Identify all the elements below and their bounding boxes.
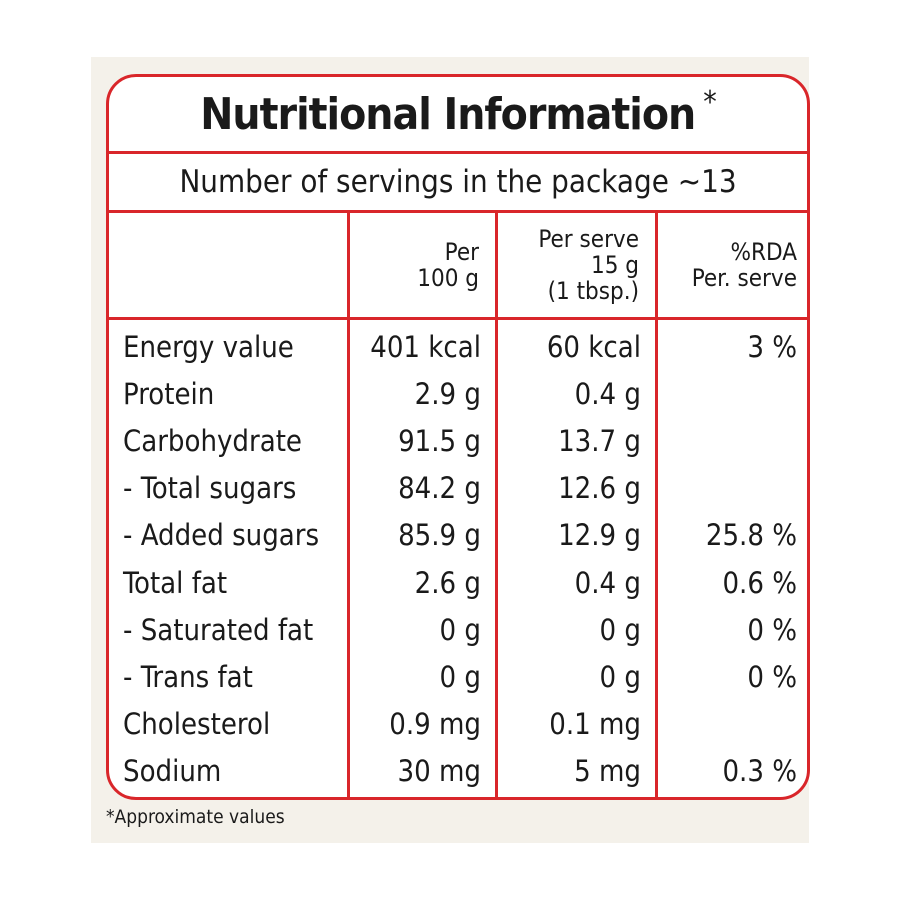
header-per-serve: Per serve 15 g (1 tbsp.) (499, 213, 639, 317)
table-row: Total fat 2.6 g 0.4 g 0.6 % (109, 559, 807, 606)
header-line: 100 g (417, 264, 479, 292)
table-row: Protein 2.9 g 0.4 g (109, 370, 807, 417)
header-line: Per serve (538, 225, 639, 253)
table-row: Carbohydrate 91.5 g 13.7 g (109, 417, 807, 464)
table-row: - Saturated fat 0 g 0 g 0 % (109, 606, 807, 653)
value-per-serve: 13.7 g (558, 423, 641, 458)
value-rda (661, 417, 797, 464)
value-per-100g: 2.9 g (414, 376, 481, 411)
table-row: Sodium 30 mg 5 mg 0.3 % (109, 748, 807, 795)
servings-text: Number of servings in the package ~13 (179, 164, 737, 200)
nutrient-name: Protein (123, 376, 215, 411)
value-per-serve: 0.4 g (574, 565, 641, 600)
nutrient-name: Cholesterol (123, 707, 271, 742)
nutrient-name: - Total sugars (123, 471, 297, 506)
value-per-100g: 401 kcal (370, 329, 481, 364)
header-line: Per. serve (691, 264, 797, 292)
value-rda: 3 % (747, 329, 797, 364)
table-row: Energy value 401 kcal 60 kcal 3 % (109, 323, 807, 370)
column-divider (347, 213, 350, 797)
value-per-serve: 0 g (599, 612, 641, 647)
header-line: %RDA (730, 238, 798, 266)
value-per-serve: 0.4 g (574, 376, 641, 411)
nutrient-name: - Trans fat (123, 659, 253, 694)
value-rda (661, 465, 797, 512)
header-line: (1 tbsp.) (547, 277, 639, 305)
value-per-serve: 12.9 g (558, 518, 641, 553)
nutrition-table: Nutritional Information * Number of serv… (106, 74, 810, 800)
value-per-100g: 85.9 g (398, 518, 481, 553)
header-per-100g: Per 100 g (349, 213, 479, 317)
table-row: Cholesterol 0.9 mg 0.1 mg (109, 701, 807, 748)
value-per-100g: 30 mg (397, 754, 481, 789)
value-rda: 0.3 % (722, 754, 797, 789)
nutrient-name: - Saturated fat (123, 612, 314, 647)
header-rda: %RDA Per. serve (659, 213, 797, 317)
value-per-100g: 0 g (439, 612, 481, 647)
value-rda: 0.6 % (722, 565, 797, 600)
nutrient-name: Total fat (123, 565, 228, 600)
footnote: *Approximate values (106, 806, 285, 828)
nutrient-name: Carbohydrate (123, 423, 302, 458)
value-per-serve: 60 kcal (546, 329, 641, 364)
nutrient-name: Sodium (123, 754, 222, 789)
value-per-serve: 0.1 mg (549, 707, 641, 742)
value-per-100g: 2.6 g (414, 565, 481, 600)
column-divider (655, 213, 658, 797)
table-row: - Trans fat 0 g 0 g 0 % (109, 653, 807, 700)
value-per-serve: 5 mg (574, 754, 641, 789)
title-asterisk: * (703, 84, 716, 120)
divider-line (109, 151, 807, 154)
nutrient-name: Energy value (123, 329, 294, 364)
value-per-100g: 0 g (439, 659, 481, 694)
divider-line (109, 210, 807, 213)
column-divider (495, 213, 498, 797)
header-line: Per (444, 238, 479, 266)
value-per-100g: 84.2 g (398, 471, 481, 506)
value-rda: 25.8 % (705, 518, 797, 553)
nutrient-name: - Added sugars (123, 518, 320, 553)
value-rda (661, 370, 797, 417)
header-line: 15 g (590, 251, 639, 279)
table-row: - Total sugars 84.2 g 12.6 g (109, 465, 807, 512)
value-rda: 0 % (747, 612, 797, 647)
value-rda: 0 % (747, 659, 797, 694)
value-rda (661, 701, 797, 748)
value-per-100g: 0.9 mg (389, 707, 481, 742)
value-per-serve: 12.6 g (558, 471, 641, 506)
value-per-serve: 0 g (599, 659, 641, 694)
title-text: Nutritional Information (200, 88, 696, 140)
divider-line (109, 317, 807, 320)
table-title: Nutritional Information * (109, 77, 807, 151)
table-row: - Added sugars 85.9 g 12.9 g 25.8 % (109, 512, 807, 559)
value-per-100g: 91.5 g (398, 423, 481, 458)
